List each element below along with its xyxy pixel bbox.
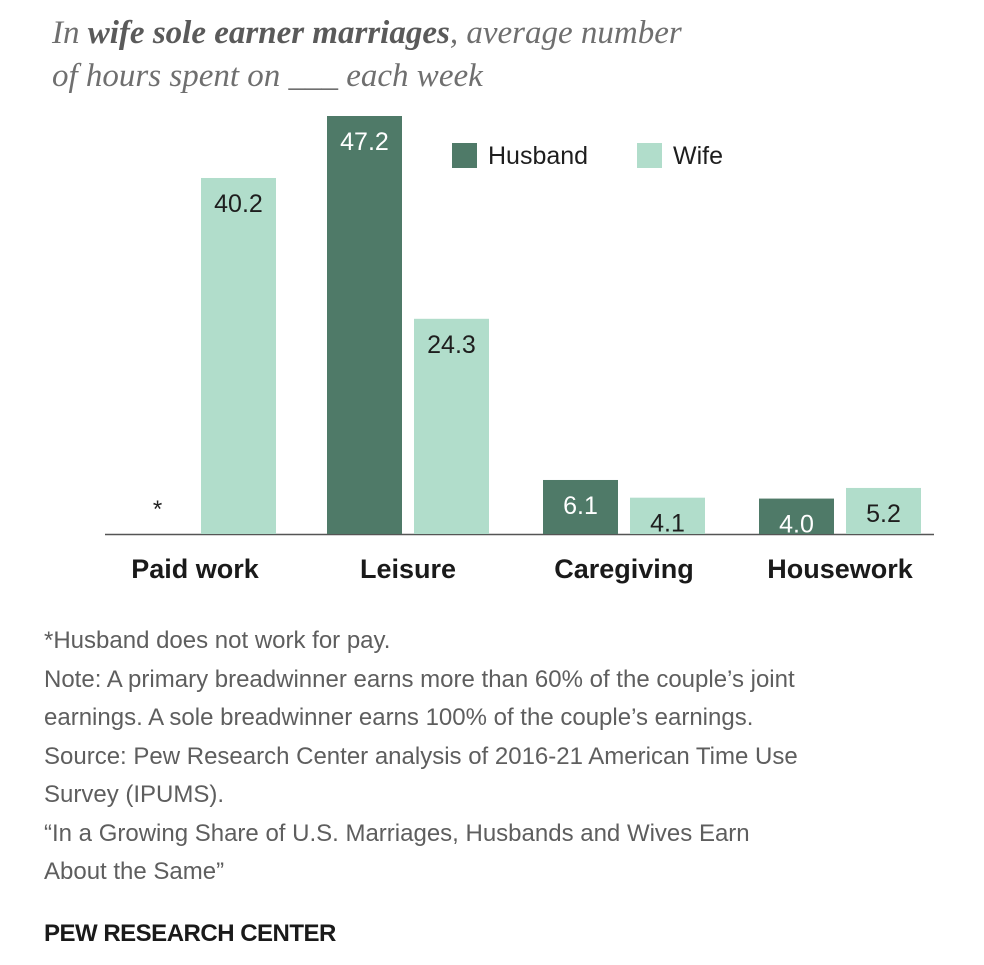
data-label: 24.3 <box>427 331 476 359</box>
title-prefix: In <box>52 15 88 51</box>
note-line: earnings. A sole breadwinner earns 100% … <box>44 704 754 731</box>
title-emphasis: wife sole earner marriages <box>87 15 450 51</box>
brand-logo-text: PEW RESEARCH CENTER <box>44 920 336 947</box>
bar-wife-housework <box>846 487 921 534</box>
data-label: 40.2 <box>214 190 263 218</box>
note-line: Survey (IPUMS). <box>44 781 225 808</box>
legend-swatch-wife <box>637 143 662 168</box>
bar-chart: * 40.2 Paid work 47.2 24.3 Leisure 6.1 4.1 Careg… <box>105 116 934 584</box>
bar-husband-leisure <box>327 116 402 534</box>
bar-wife-caregiving <box>630 497 705 534</box>
data-label: 4.0 <box>779 511 814 539</box>
category-label: Housework <box>767 554 914 584</box>
data-label: 5.2 <box>866 500 901 528</box>
note-line: *Husband does not work for pay. <box>44 627 391 654</box>
legend-label-husband: Husband <box>488 142 588 170</box>
title-rest: , average number <box>449 15 682 51</box>
category-label: Paid work <box>131 554 260 584</box>
bar-husband-caregiving <box>543 479 618 534</box>
data-label: 4.1 <box>650 510 685 538</box>
data-label: 6.1 <box>563 492 598 520</box>
chart-title: In wife sole earner marriages, average n… <box>52 12 952 98</box>
legend-label-wife: Wife <box>673 142 723 170</box>
footnote-asterisk: * <box>153 496 162 523</box>
note-line: “In a Growing Share of U.S. Marriages, H… <box>44 819 750 847</box>
data-label: 47.2 <box>340 128 389 156</box>
category-label: Leisure <box>360 554 456 584</box>
note-line: Source: Pew Research Center analysis of … <box>44 742 798 770</box>
note-line: About the Same” <box>44 858 225 885</box>
chart-notes: *Husband does not work for pay. Note: A … <box>44 622 974 892</box>
legend-swatch-husband <box>452 143 477 168</box>
category-label: Caregiving <box>554 554 694 584</box>
bar-husband-housework <box>759 498 834 534</box>
title-line2: of hours spent on ___ each week <box>52 58 483 94</box>
bar-wife-paid-work <box>201 177 276 534</box>
bar-wife-leisure <box>414 318 489 534</box>
note-line: Note: A primary breadwinner earns more t… <box>44 665 795 693</box>
